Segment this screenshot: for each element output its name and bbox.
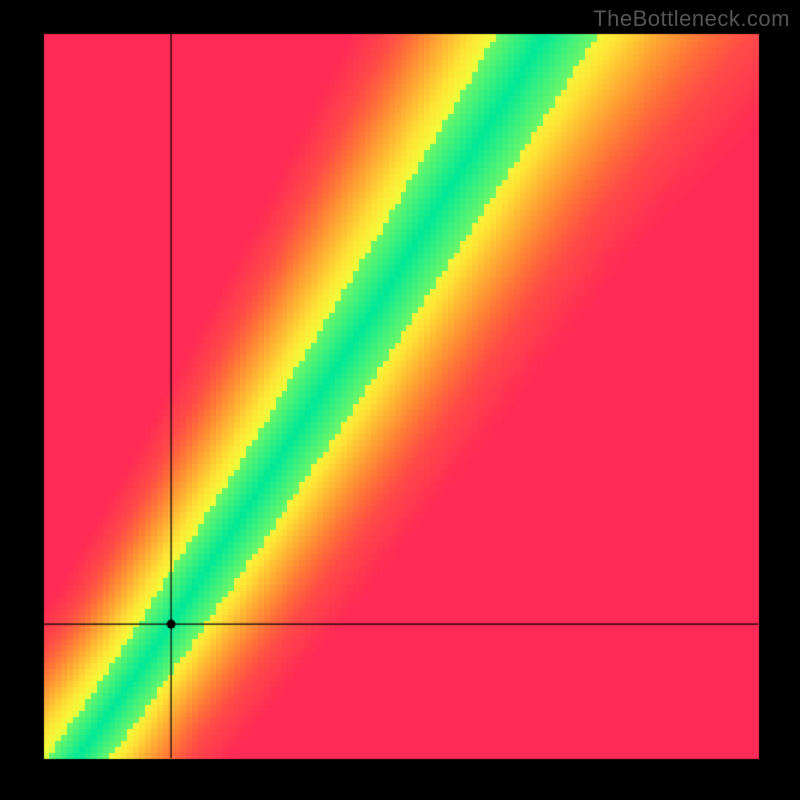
watermark-label: TheBottleneck.com [593,6,790,32]
bottleneck-heatmap-canvas [0,0,800,800]
chart-container: TheBottleneck.com [0,0,800,800]
